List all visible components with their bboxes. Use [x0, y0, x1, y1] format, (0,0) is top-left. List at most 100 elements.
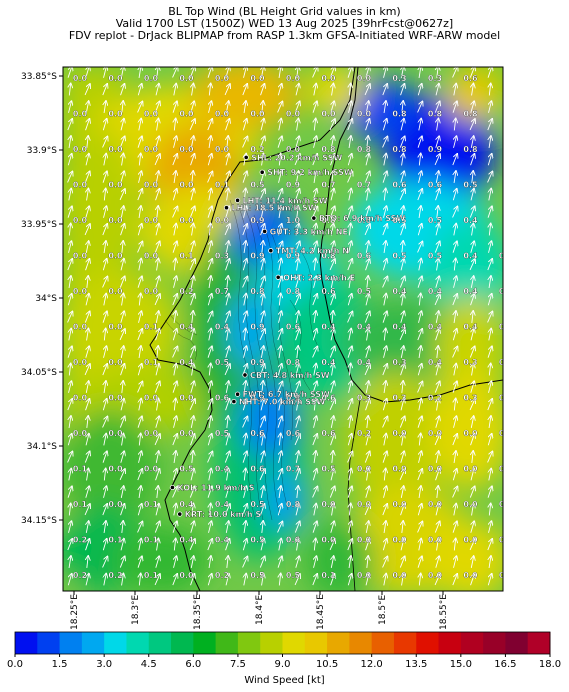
wind-arrow	[139, 434, 140, 446]
wind-arrow	[242, 137, 248, 148]
wind-arrow	[172, 154, 177, 166]
wind-arrow	[294, 294, 300, 306]
wind-arrow	[329, 119, 335, 131]
wind-arrow	[173, 189, 176, 201]
wind-arrow	[104, 521, 106, 533]
colorbar-tick-label: 12.0	[361, 659, 383, 670]
wind-arrow	[489, 381, 492, 393]
wind-arrow	[122, 101, 123, 114]
grid-value: 0.0	[73, 287, 88, 296]
station-label: KOL: 11.9 km/h S	[177, 483, 254, 492]
wind-arrow	[487, 399, 492, 411]
wind-arrow	[453, 329, 456, 341]
wind-arrow	[347, 452, 353, 463]
wind-arrow	[85, 119, 90, 131]
wind-arrow	[139, 451, 142, 463]
grid-value: 0.0	[286, 74, 301, 83]
wind-arrow	[313, 189, 316, 201]
wind-arrow	[137, 329, 142, 341]
wind-arrow	[209, 364, 210, 376]
wind-arrow	[296, 556, 299, 568]
wind-arrow	[191, 329, 194, 341]
wind-arrow	[402, 101, 403, 114]
wind-arrow	[489, 521, 492, 533]
wind-arrow	[454, 504, 456, 516]
grid-value: 0.0	[73, 429, 88, 438]
wind-arrow	[314, 556, 317, 568]
wind-arrow	[277, 556, 282, 568]
grid-value: 0.0	[108, 323, 123, 332]
wind-arrow	[367, 556, 368, 569]
wind-arrow	[155, 189, 160, 201]
wind-arrow	[454, 259, 455, 271]
wind-arrow	[331, 329, 334, 341]
wind-arrow	[262, 241, 263, 254]
wind-arrow	[119, 136, 124, 148]
wind-arrow	[190, 434, 195, 446]
wind-arrow	[417, 522, 423, 533]
wind-arrow	[104, 67, 107, 78]
wind-arrow	[471, 101, 474, 113]
wind-arrow	[434, 521, 439, 533]
wind-arrow	[277, 189, 282, 201]
wind-arrow	[384, 346, 387, 358]
wind-arrow	[401, 539, 404, 551]
wind-arrow	[296, 504, 299, 516]
wind-arrow	[329, 399, 335, 411]
wind-arrow	[402, 294, 404, 306]
wind-arrow	[191, 101, 194, 113]
wind-arrow	[103, 399, 106, 411]
wind-arrow	[208, 574, 211, 586]
wind-arrow	[226, 67, 229, 78]
wind-arrow	[419, 574, 420, 586]
station-label: NHT: 7.0 km/h SSW	[239, 398, 326, 407]
wind-arrow	[472, 84, 474, 96]
wind-arrow	[314, 311, 316, 323]
wind-arrow	[277, 382, 283, 393]
wind-arrow	[487, 259, 492, 271]
wind-arrow	[365, 119, 370, 131]
wind-arrow	[349, 276, 351, 288]
wind-arrow	[67, 312, 73, 323]
wind-arrow	[67, 259, 72, 271]
colorbar-swatch	[59, 632, 83, 654]
wind-arrow	[488, 574, 491, 586]
wind-arrow	[419, 206, 421, 218]
wind-arrow	[102, 364, 107, 376]
wind-arrow	[156, 224, 159, 236]
wind-arrow	[259, 276, 264, 288]
station-marker	[243, 154, 249, 160]
wind-arrow	[209, 276, 211, 288]
grid-value: 0.0	[179, 429, 194, 438]
wind-arrow	[401, 206, 403, 218]
wind-arrow	[399, 556, 404, 568]
wind-arrow	[102, 137, 108, 148]
wind-arrow	[86, 521, 88, 533]
wind-arrow	[261, 451, 264, 463]
wind-arrow	[121, 259, 124, 271]
wind-arrow	[349, 364, 350, 376]
grid-value: 0.5	[392, 252, 407, 261]
wind-arrow	[419, 451, 422, 463]
wind-arrow	[279, 119, 281, 131]
wind-arrow	[296, 224, 299, 236]
grid-value: 0.2	[215, 571, 229, 580]
wind-arrow	[209, 381, 212, 393]
station-marker	[231, 398, 237, 405]
wind-arrow	[174, 171, 176, 183]
wind-arrow	[277, 469, 282, 481]
wind-arrow	[434, 241, 439, 253]
wind-arrow	[402, 241, 403, 254]
wind-arrow	[382, 224, 387, 236]
lon-label: 18.45°E	[316, 594, 326, 630]
colorbar-swatch	[349, 632, 373, 654]
wind-arrow	[435, 189, 440, 201]
grid-value: 0.8	[321, 216, 336, 225]
wind-arrow	[469, 119, 475, 131]
wind-arrow	[279, 399, 281, 411]
wind-arrow	[330, 574, 335, 586]
wind-arrow	[418, 224, 421, 236]
grid-value: 0.0	[73, 358, 88, 367]
wind-arrow	[137, 242, 143, 253]
grid-value: 0.0	[250, 110, 265, 119]
